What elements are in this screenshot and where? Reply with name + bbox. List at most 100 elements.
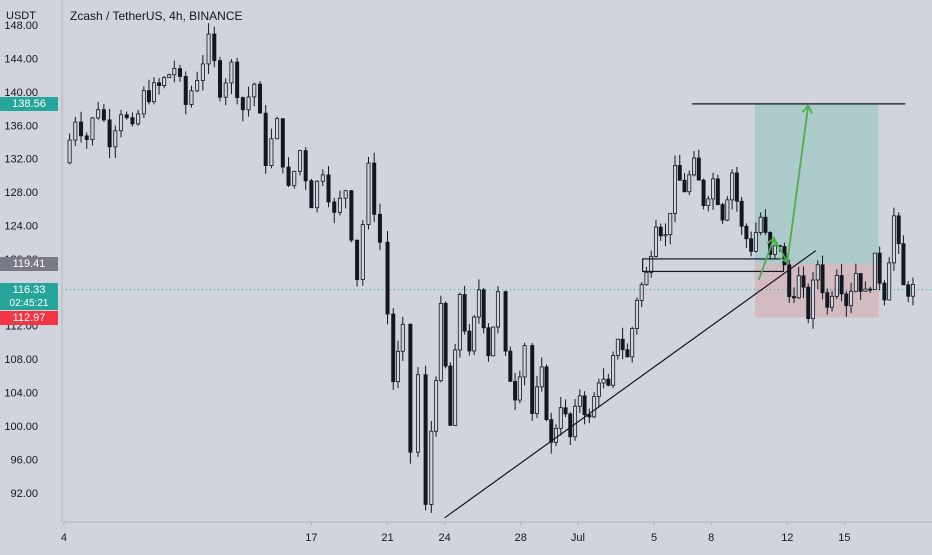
- candle-up: [534, 386, 539, 414]
- candle-down: [806, 286, 811, 320]
- candle-down: [606, 378, 611, 386]
- x-tick-label: 4: [61, 532, 67, 544]
- candle-up: [730, 172, 735, 201]
- candle-up: [136, 113, 141, 125]
- candle-up: [539, 366, 544, 388]
- candle-down: [212, 33, 217, 62]
- candle-down: [280, 118, 285, 168]
- consolidation-box: [642, 258, 785, 273]
- candle-up: [152, 82, 157, 103]
- candle-down: [385, 241, 390, 315]
- candle-up: [596, 382, 601, 397]
- candle-up: [229, 61, 234, 84]
- candle-up: [343, 190, 348, 199]
- candle-down: [377, 213, 382, 243]
- candle-up: [292, 170, 297, 186]
- candle-down: [844, 293, 849, 307]
- candle-up: [206, 33, 211, 65]
- candle-up: [96, 109, 101, 119]
- candle-up: [453, 349, 458, 426]
- candle-up: [223, 82, 228, 98]
- candle-down: [787, 264, 792, 297]
- y-tick-label: 96.00: [10, 454, 38, 466]
- candle-down: [906, 284, 911, 297]
- candle-up: [601, 378, 606, 384]
- candle-up: [415, 374, 420, 453]
- candle-down: [682, 179, 687, 193]
- y-tick-label: 140.00: [4, 87, 38, 99]
- candle-down: [820, 264, 825, 294]
- candle-down: [858, 273, 863, 292]
- x-tick-label: 28: [515, 532, 527, 544]
- candle-down: [530, 345, 535, 414]
- candle-down: [183, 76, 188, 105]
- symbol-title[interactable]: Zcash / TetherUS, 4h, BINANCE: [70, 9, 243, 23]
- candle-up: [200, 63, 205, 81]
- candle-down: [625, 349, 630, 358]
- y-tick-label: 144.00: [4, 53, 38, 65]
- candle-up: [639, 284, 644, 301]
- candle-down: [332, 201, 337, 213]
- candle-down: [257, 83, 262, 114]
- candle-up: [577, 395, 582, 407]
- trendline: [444, 250, 817, 519]
- candle-up: [758, 216, 763, 233]
- candle-down: [620, 338, 625, 351]
- x-tick-label: 24: [439, 532, 451, 544]
- candle-up: [830, 295, 835, 308]
- current-price-tag: 116.33: [0, 282, 58, 297]
- candle-down: [587, 414, 592, 418]
- candle-up: [491, 326, 496, 357]
- candle-down: [486, 327, 491, 357]
- candle-down: [877, 252, 882, 284]
- candle-up: [634, 299, 639, 329]
- candle-up: [711, 178, 716, 200]
- candle-up: [687, 174, 692, 193]
- y-tick-label: 108.00: [4, 354, 38, 366]
- y-tick-label: 148.00: [4, 20, 38, 32]
- candles: [67, 23, 915, 513]
- candle-up: [554, 427, 559, 443]
- candle-down: [544, 366, 549, 421]
- candle-up: [162, 77, 167, 87]
- candle-down: [658, 226, 663, 237]
- drawings: [444, 103, 906, 519]
- candle-down: [513, 380, 518, 401]
- candle-up: [644, 271, 649, 286]
- stop-price-tag: 112.97: [0, 310, 58, 325]
- candle-down: [715, 178, 720, 205]
- candle-down: [791, 296, 796, 299]
- candle-down: [326, 174, 331, 203]
- candle-down: [443, 302, 448, 367]
- candle-up: [815, 264, 820, 281]
- candle-down: [868, 288, 873, 291]
- x-tick-label: 21: [381, 532, 393, 544]
- candle-up: [297, 150, 302, 172]
- candle-up: [891, 215, 896, 264]
- candle-down: [101, 109, 106, 121]
- candle-down: [79, 121, 84, 137]
- bar-countdown: 02:45:21: [0, 296, 58, 310]
- y-tick-label: 136.00: [4, 120, 38, 132]
- candle-down: [240, 97, 245, 111]
- candle-down: [882, 282, 887, 301]
- candle-down: [739, 200, 744, 227]
- candle-down: [263, 112, 268, 167]
- candle-up: [167, 74, 172, 79]
- candle-up: [438, 302, 443, 382]
- projection-arrow: [757, 105, 810, 281]
- candle-up: [429, 430, 434, 505]
- candle-down: [901, 243, 906, 286]
- entry-price-tag: 119.41: [0, 256, 58, 271]
- candle-down: [568, 413, 573, 438]
- candle-down: [462, 294, 467, 332]
- y-tick-label: 104.00: [4, 388, 38, 400]
- candle-down: [309, 180, 314, 209]
- x-tick-label: Jul: [571, 532, 585, 544]
- candle-up: [796, 275, 801, 299]
- y-tick-label: 124.00: [4, 221, 38, 233]
- candle-down: [349, 190, 354, 241]
- candle-down: [84, 135, 89, 140]
